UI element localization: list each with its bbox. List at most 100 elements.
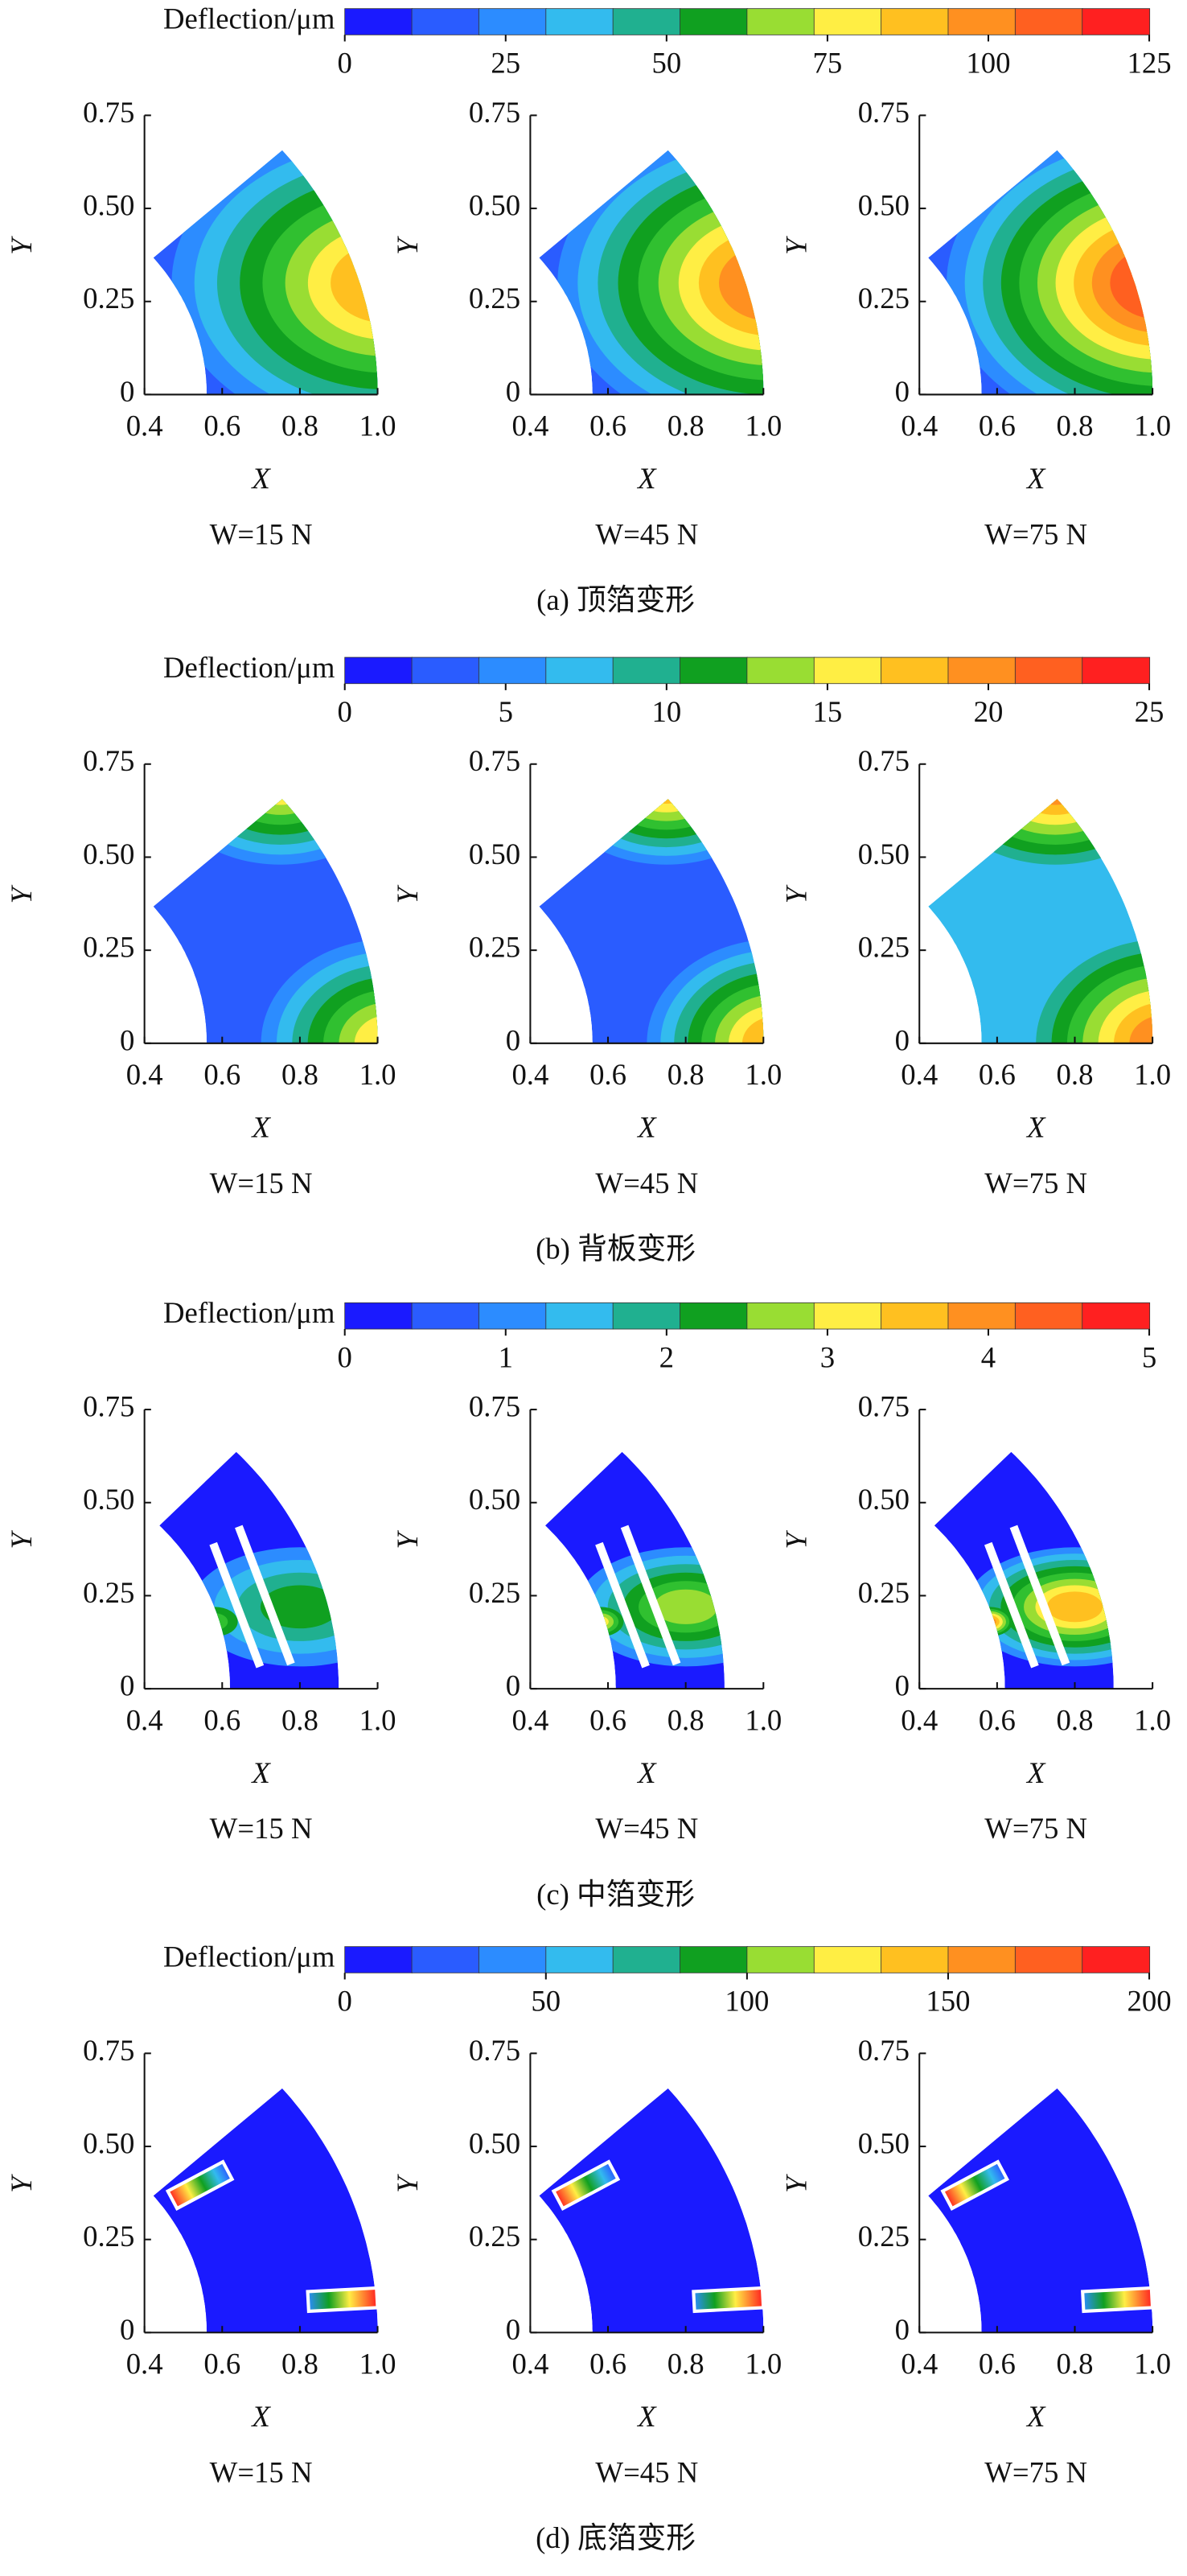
x-tick-label: 0.4	[511, 409, 548, 442]
colorbar-cell	[411, 1302, 480, 1330]
contour-band	[928, 2088, 1153, 2333]
y-tick-label: 0.25	[83, 2220, 134, 2253]
y-tick-label: 0	[506, 1023, 520, 1056]
colorbar-tick-label: 0	[338, 695, 352, 728]
x-tick-label: 1.0	[1134, 409, 1171, 442]
y-tick-label: 0.75	[469, 96, 520, 129]
colorbar-cell	[411, 8, 480, 35]
x-tick-label: 0.6	[589, 1703, 626, 1736]
colorbar-cell	[478, 656, 547, 685]
y-tick-label: 0.50	[858, 837, 910, 870]
caption: (a) 顶箔变形	[536, 583, 695, 616]
colorbar-tick-label: 25	[1135, 695, 1164, 728]
subplot-title: W=15 N	[210, 1812, 313, 1845]
colorbar-cell	[746, 1946, 815, 1973]
colorbar-tick-label: 150	[926, 1985, 970, 2018]
y-tick-label: 0.75	[858, 2034, 910, 2067]
x-tick-label: 1.0	[359, 409, 396, 442]
y-tick-label: 0.75	[469, 1390, 520, 1423]
x-tick-label: 1.0	[1134, 1703, 1171, 1736]
x-tick-label: 0.4	[901, 2348, 938, 2381]
y-axis-label: Y	[5, 884, 38, 903]
slot	[595, 1541, 650, 1669]
x-tick-label: 0.8	[1057, 409, 1094, 442]
x-axis-label: X	[636, 1756, 657, 1789]
y-tick-label: 0.75	[83, 2034, 134, 2067]
y-tick-label: 0.25	[83, 931, 134, 964]
x-tick-label: 0.8	[281, 1703, 318, 1736]
contour-field	[153, 150, 378, 395]
y-tick-label: 0	[506, 375, 520, 408]
y-tick-label: 0	[895, 375, 910, 408]
x-tick-label: 0.6	[979, 409, 1016, 442]
contour-band	[539, 2088, 764, 2333]
colorbar-tick-label: 75	[813, 47, 843, 80]
hot-pad	[306, 2286, 380, 2314]
y-tick-label: 0	[506, 1669, 520, 1702]
colorbar-cell	[947, 656, 1017, 685]
y-tick-label: 0	[506, 2313, 520, 2346]
colorbar-cell	[746, 1302, 815, 1330]
colorbar-label: Deflection/μm	[163, 1296, 335, 1329]
colorbar-cell	[680, 1302, 748, 1330]
subplot-title: W=45 N	[595, 1167, 698, 1200]
contour-band	[339, 1002, 378, 1043]
contour-band	[982, 1617, 996, 1627]
x-tick-label: 0.8	[1057, 1703, 1094, 1736]
colorbar-tick-label: 200	[1127, 1985, 1171, 2018]
colorbar-cell	[947, 8, 1017, 35]
colorbar-tick-label: 4	[981, 1340, 996, 1373]
x-tick-label: 0.4	[126, 2348, 163, 2381]
y-tick-label: 0.75	[83, 96, 134, 129]
colorbar-tick-label: 0	[338, 1340, 352, 1373]
colorbar-cell	[881, 1946, 949, 1973]
colorbar-cell	[1014, 656, 1083, 685]
hot-pad	[165, 2159, 235, 2211]
y-tick-label: 0	[120, 1023, 134, 1056]
contour-band	[979, 1615, 1000, 1628]
colorbar-tick-label: 100	[966, 47, 1010, 80]
x-axis-label: X	[250, 1756, 271, 1789]
colorbar-tick-label: 1	[499, 1340, 513, 1373]
x-axis-label: X	[1025, 462, 1046, 495]
contour-field	[544, 1451, 725, 1689]
colorbar-cell	[1082, 656, 1151, 685]
colorbar-cell	[612, 8, 681, 35]
colorbar-cell	[1082, 1946, 1151, 1973]
colorbar-tick-label: 25	[491, 47, 520, 80]
colorbar-cell	[1082, 1302, 1151, 1330]
colorbar-cell	[813, 1302, 882, 1330]
subplot-title: W=15 N	[210, 1167, 313, 1200]
y-tick-label: 0.50	[83, 1483, 134, 1516]
colorbar-tick-label: 20	[974, 695, 1004, 728]
subplot-title: W=15 N	[210, 2455, 313, 2488]
x-axis-label: X	[1025, 1110, 1046, 1143]
colorbar-cell	[947, 1946, 1017, 1973]
x-tick-label: 0.4	[901, 409, 938, 442]
x-tick-label: 0.4	[511, 2348, 548, 2381]
x-tick-label: 0.6	[203, 1703, 240, 1736]
x-tick-label: 0.6	[589, 1058, 626, 1091]
contour-band	[248, 799, 313, 805]
contour-band	[1113, 1002, 1153, 1043]
y-axis-label: Y	[780, 236, 813, 255]
y-tick-label: 0.25	[83, 1576, 134, 1609]
x-axis-label: X	[1025, 2400, 1046, 2433]
y-axis-label: Y	[780, 1530, 813, 1549]
x-tick-label: 1.0	[359, 1058, 396, 1091]
contour-band	[153, 2088, 378, 2333]
colorbar-cell	[1082, 8, 1151, 35]
colorbar-cell	[1014, 8, 1083, 35]
contour-band	[354, 1014, 378, 1043]
x-tick-label: 1.0	[359, 2348, 396, 2381]
x-tick-label: 0.6	[589, 2348, 626, 2381]
colorbar-cell	[411, 656, 480, 685]
hot-pad	[692, 2286, 766, 2314]
contour-band	[728, 1005, 764, 1043]
y-tick-label: 0.25	[858, 282, 910, 315]
y-tick-label: 0.25	[469, 282, 520, 315]
x-tick-label: 0.8	[667, 409, 704, 442]
y-axis-label: Y	[780, 2174, 813, 2193]
y-tick-label: 0.25	[469, 2220, 520, 2253]
